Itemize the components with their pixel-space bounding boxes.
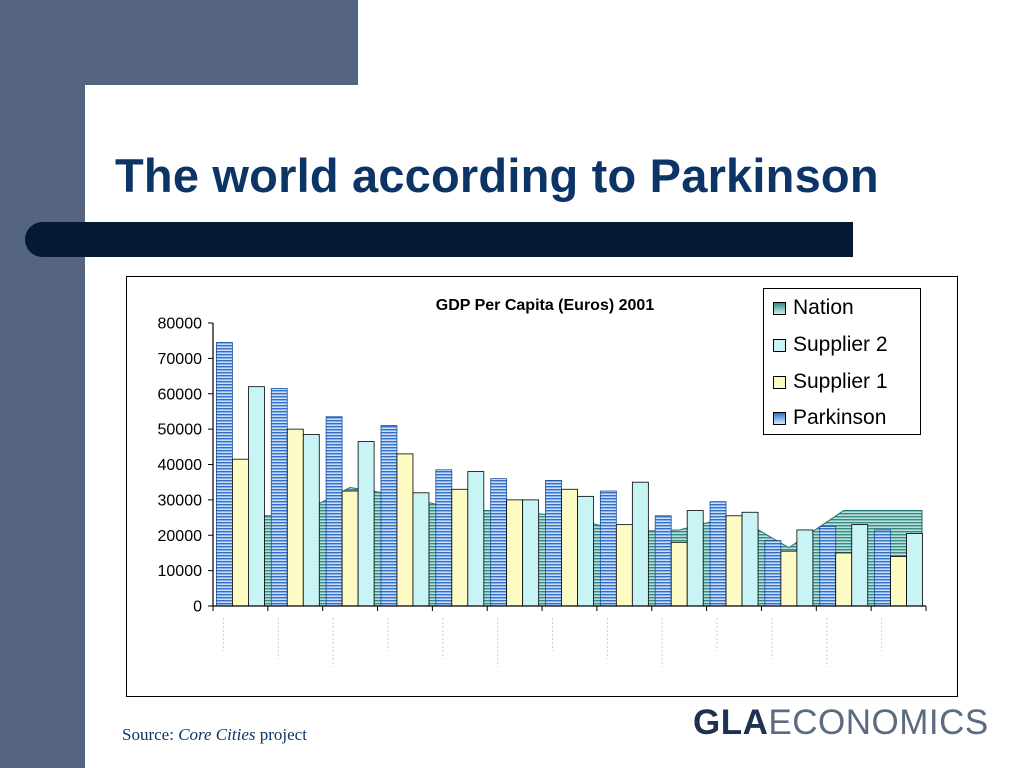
source-suffix: project: [255, 725, 307, 744]
supplier-2-bar: [631, 481, 649, 607]
supplier-1-bar: [890, 556, 907, 607]
source-prefix: Source:: [122, 725, 179, 744]
supplier-2-bar: [796, 529, 814, 607]
legend-swatch-nation: [773, 301, 786, 315]
supplier-1-bar: [561, 488, 578, 607]
supplier-1-bar: [232, 458, 249, 607]
supplier-1-bar: [286, 428, 304, 607]
y-tick-label: 50000: [158, 422, 203, 439]
y-tick-label: 20000: [158, 528, 203, 545]
legend-label-supplier-2: Supplier 2: [793, 333, 888, 356]
page-title: The world according to Parkinson: [115, 149, 879, 202]
logo-rest-part: ECONOMICS: [768, 703, 989, 742]
legend-item-supplier-2: Supplier 2: [773, 333, 888, 357]
y-tick-label: 40000: [158, 457, 203, 474]
chart-legend: Nation Supplier 2 Supplier 1 Parkinson: [763, 288, 921, 435]
parkinson-bar: [819, 526, 837, 607]
legend-swatch-parkinson: [773, 411, 786, 425]
supplier-2-bar: [906, 533, 923, 607]
chart-bars: [216, 342, 923, 607]
legend-label-supplier-1: Supplier 1: [793, 370, 888, 393]
y-tick-label: 10000: [158, 563, 203, 580]
gdp-chart: GDP Per Capita (Euros) 2001 0 10000 20000 3…: [158, 297, 927, 667]
supplier-2-bar: [412, 492, 430, 607]
y-tick-label: 0: [193, 599, 202, 616]
y-tick-label: 30000: [158, 492, 203, 509]
supplier-1-bar: [835, 552, 853, 607]
slide-top-band: [0, 0, 358, 85]
y-tick-label: 70000: [158, 351, 203, 368]
parkinson-bar: [545, 480, 562, 607]
legend-item-nation: Nation: [773, 296, 854, 320]
parkinson-bar: [654, 515, 672, 607]
supplier-1-bar: [451, 488, 469, 607]
legend-item-supplier-1: Supplier 1: [773, 370, 888, 394]
legend-label-nation: Nation: [793, 296, 854, 319]
supplier-2-bar: [686, 510, 704, 607]
title-underline-bar: [25, 222, 853, 257]
parkinson-bar: [216, 342, 233, 607]
parkinson-bar: [709, 501, 727, 607]
legend-label-parkinson: Parkinson: [793, 406, 887, 429]
supplier-2-bar: [248, 386, 265, 607]
source-project-name: Core Cities: [178, 725, 256, 744]
legend-swatch-supplier-1: [773, 375, 786, 389]
parkinson-bar: [599, 490, 617, 607]
y-tick-label: 80000: [158, 316, 203, 333]
supplier-1-bar: [341, 490, 359, 607]
supplier-1-bar: [615, 524, 633, 607]
parkinson-bar: [490, 478, 508, 607]
supplier-1-bar: [725, 515, 743, 607]
supplier-1-bar: [780, 550, 798, 607]
parkinson-bar: [270, 388, 288, 607]
supplier-2-bar: [467, 471, 485, 607]
source-note: Source: Core Cities project: [122, 725, 307, 745]
gla-economics-logo: GLAECONOMICS: [693, 703, 989, 743]
supplier-1-bar: [506, 499, 524, 607]
logo-bold-part: GLA: [693, 703, 769, 742]
chart-axes: 0 10000 20000 30000 40000 50000 60000 70000 8000…: [158, 316, 927, 667]
slide-corner-curve: [85, 85, 145, 145]
parkinson-bar: [764, 540, 782, 607]
supplier-1-bar: [396, 453, 414, 607]
parkinson-bar: [874, 529, 891, 607]
legend-item-parkinson: Parkinson: [773, 406, 886, 430]
parkinson-bar: [435, 469, 453, 607]
parkinson-bar: [380, 425, 398, 607]
supplier-2-bar: [522, 499, 540, 607]
parkinson-bar: [325, 416, 343, 607]
supplier-2-bar: [741, 511, 759, 607]
supplier-2-bar: [302, 434, 320, 607]
supplier-2-bar: [357, 441, 375, 607]
y-tick-label: 60000: [158, 386, 203, 403]
supplier-1-bar: [670, 541, 688, 607]
slide-side-band: [0, 0, 85, 768]
chart-title: GDP Per Capita (Euros) 2001: [436, 297, 655, 314]
legend-swatch-supplier-2: [773, 338, 786, 352]
supplier-2-bar: [851, 524, 869, 607]
supplier-2-bar: [577, 495, 594, 607]
